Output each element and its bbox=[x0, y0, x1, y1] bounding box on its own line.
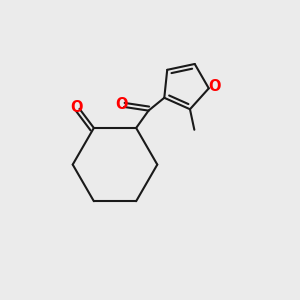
Text: O: O bbox=[70, 100, 82, 115]
Text: O: O bbox=[208, 80, 220, 94]
Text: O: O bbox=[115, 97, 128, 112]
